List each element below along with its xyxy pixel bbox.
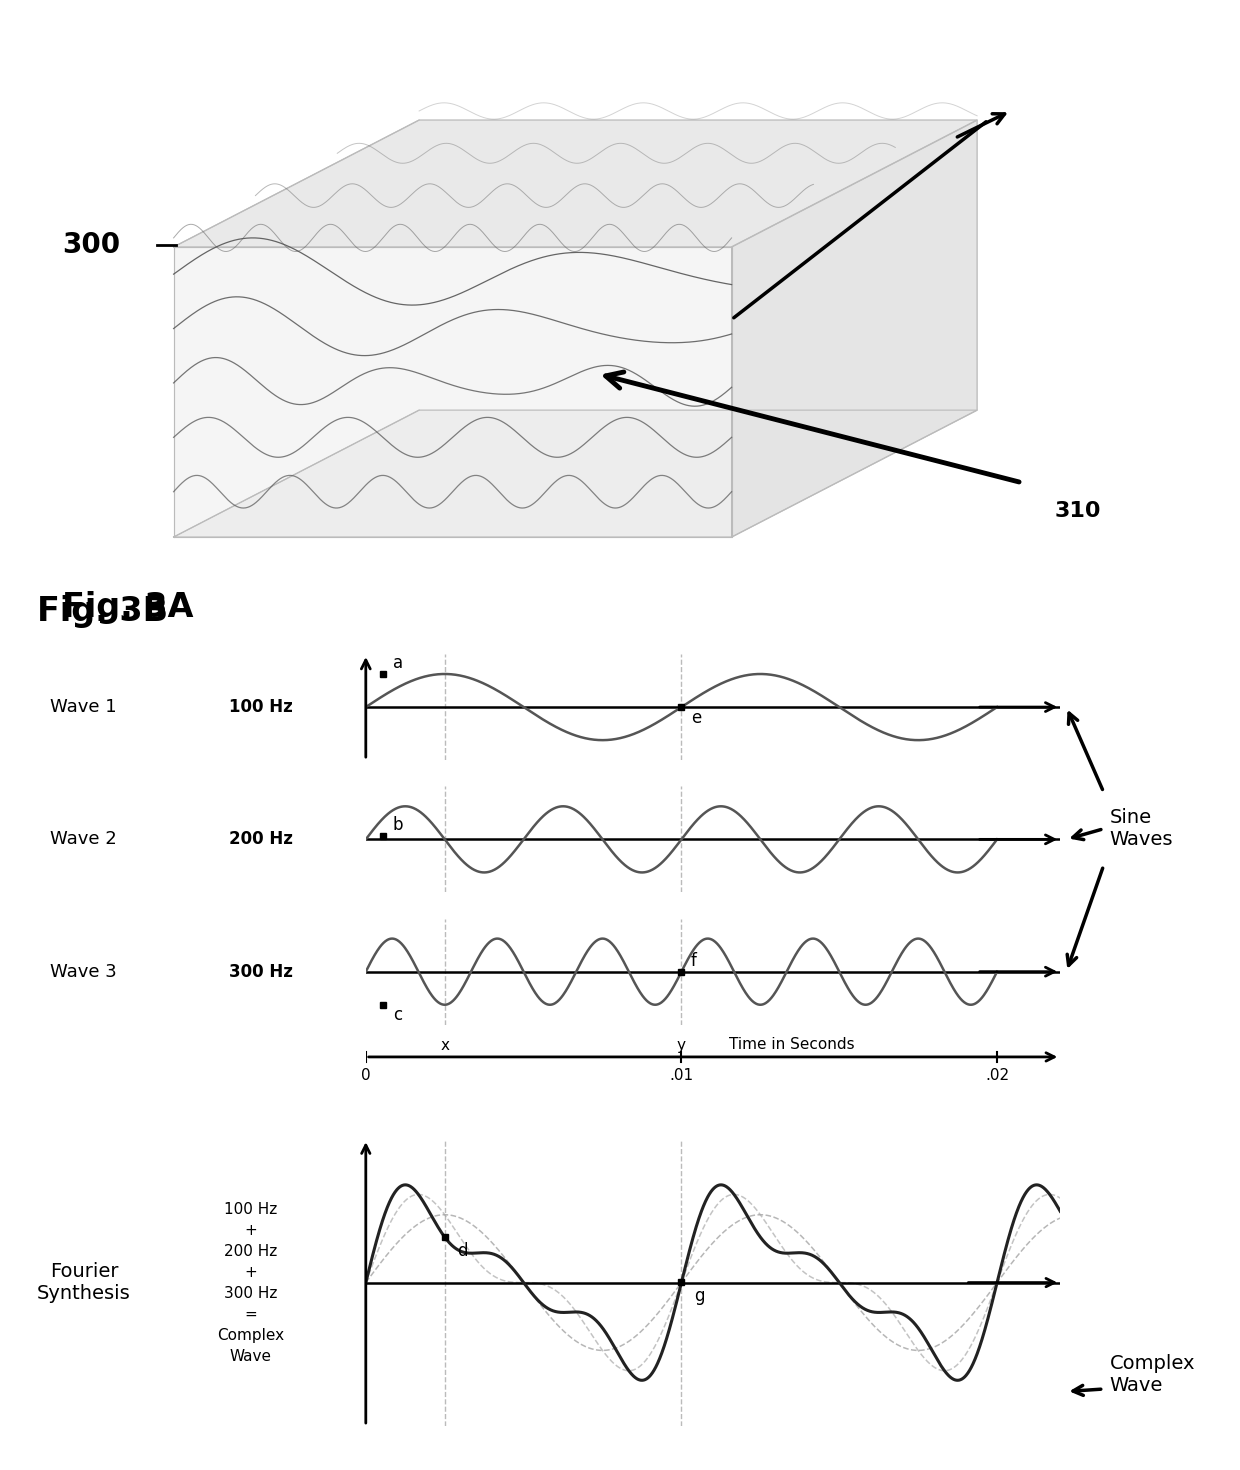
- Polygon shape: [174, 121, 977, 247]
- Text: .02: .02: [985, 1067, 1009, 1083]
- Polygon shape: [174, 247, 732, 537]
- Text: 100 Hz: 100 Hz: [229, 698, 293, 716]
- Text: b: b: [393, 816, 403, 835]
- Text: .01: .01: [670, 1067, 693, 1083]
- Text: Fourier
Synthesis: Fourier Synthesis: [37, 1263, 131, 1302]
- Text: 200 Hz: 200 Hz: [229, 831, 294, 848]
- Text: Fig. 3B: Fig. 3B: [37, 595, 169, 628]
- Text: Fig. 3A: Fig. 3A: [62, 591, 193, 625]
- Text: Wave 3: Wave 3: [50, 963, 117, 980]
- Text: 310: 310: [1054, 501, 1101, 520]
- Text: c: c: [393, 1007, 402, 1025]
- Text: Sine
Waves: Sine Waves: [1110, 809, 1173, 850]
- Text: 0: 0: [361, 1067, 371, 1083]
- Text: x: x: [440, 1038, 449, 1053]
- Text: g: g: [694, 1288, 704, 1305]
- Text: a: a: [393, 654, 403, 672]
- Text: Wave 1: Wave 1: [50, 698, 117, 716]
- Text: Complex
Wave: Complex Wave: [1110, 1354, 1195, 1395]
- Text: 100 Hz
+
200 Hz
+
300 Hz
=
Complex
Wave: 100 Hz + 200 Hz + 300 Hz = Complex Wave: [217, 1201, 284, 1364]
- Text: f: f: [691, 953, 697, 970]
- Polygon shape: [174, 410, 977, 537]
- Text: 300 Hz: 300 Hz: [229, 963, 294, 980]
- Text: e: e: [691, 709, 701, 726]
- Text: y: y: [677, 1038, 686, 1053]
- Text: 300: 300: [62, 231, 120, 259]
- Text: Time in Seconds: Time in Seconds: [729, 1036, 854, 1051]
- Text: d: d: [458, 1242, 467, 1260]
- Text: Wave 2: Wave 2: [50, 831, 117, 848]
- Polygon shape: [732, 121, 977, 537]
